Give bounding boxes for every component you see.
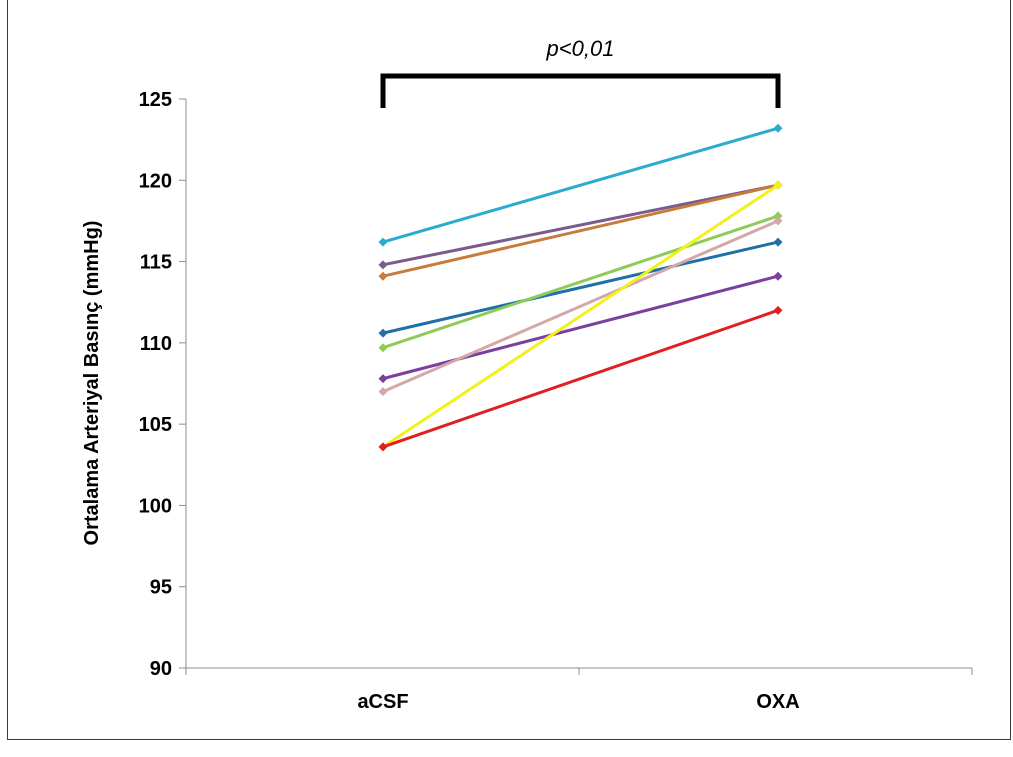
data-point [378,343,388,353]
y-tick-label: 105 [139,414,172,436]
significance-bracket [380,73,781,108]
chart-frame [7,0,1011,740]
data-point [773,271,783,281]
data-point [773,237,783,247]
series-9 [378,305,783,452]
data-point [773,180,783,190]
series-7 [378,216,783,397]
series-line [382,183,779,449]
y-axis-title: Ortalama Arteriyal Basınç (mmHg) [81,221,103,546]
data-point [378,387,388,397]
series-1 [378,123,783,247]
series-line [382,126,779,244]
data-point [378,260,388,270]
data-point [378,237,388,247]
series-8 [378,180,783,452]
y-tick-label: 100 [139,495,172,517]
series-4 [378,237,783,338]
data-point [773,305,783,315]
y-tick-label: 125 [139,89,172,111]
x-axis: aCSF OXA [185,667,973,713]
data-point [378,271,388,281]
data-point [378,374,388,384]
series-line [382,219,779,394]
data-point [773,211,783,221]
significance-label: p<0,01 [546,36,615,61]
series-group [378,123,783,452]
x-category-label: aCSF [357,691,408,713]
series-line [382,214,779,350]
y-tick-label: 120 [139,170,172,192]
y-axis: 90 95 100 105 110 115 120 125 [139,89,187,680]
series-line [382,183,779,278]
y-tick-label: 115 [140,252,172,274]
series-line [382,240,779,335]
y-tick-label: 110 [140,333,172,355]
series-line [382,183,779,267]
data-point [378,442,388,452]
y-tick-label: 90 [150,658,172,680]
x-category-label: OXA [756,691,799,713]
significance-annotation: p<0,01 [380,36,781,108]
series-5 [378,211,783,353]
data-point [773,216,783,226]
series-line [382,308,779,449]
data-point [773,123,783,133]
y-tick-label: 95 [150,577,172,599]
data-point [378,328,388,338]
